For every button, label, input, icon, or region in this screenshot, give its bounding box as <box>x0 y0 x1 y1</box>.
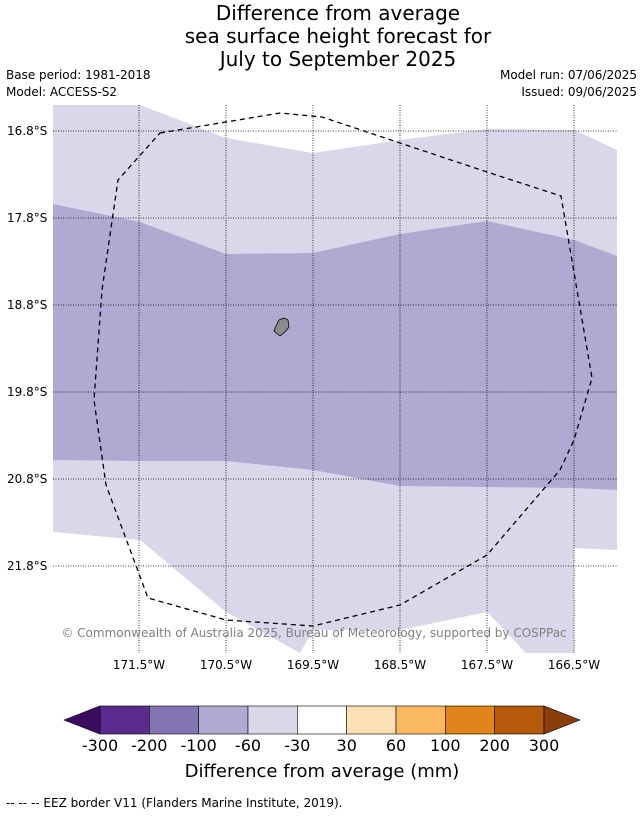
colorbar-ticks: -300 -200 -100 -60 -30 30 60 100 200 300 <box>82 736 559 755</box>
colorbar-block <box>395 705 446 735</box>
eez-footnote: -- -- -- EEZ border V11 (Flanders Marine… <box>6 796 343 810</box>
title-line-3: July to September 2025 <box>219 47 457 71</box>
anomaly-layer <box>53 105 617 653</box>
base-period: Base period: 1981-2018 <box>6 68 151 82</box>
issued-date: Issued: 09/06/2025 <box>521 85 637 99</box>
map-title: Difference from average sea surface heig… <box>0 2 644 71</box>
colorbar-under-arrow <box>63 705 101 735</box>
colorbar-tick: 100 <box>430 736 461 755</box>
colorbar-block <box>99 705 150 735</box>
colorbar-tick: 200 <box>479 736 510 755</box>
colorbar-block <box>445 705 495 735</box>
region-medium-band <box>53 204 617 490</box>
colorbar-block <box>198 705 249 735</box>
colorbar-over-arrow <box>543 705 581 735</box>
model-name: Model: ACCESS-S2 <box>6 85 118 99</box>
lon-label: 169.5°W <box>287 658 339 672</box>
colorbar-tick: 300 <box>529 736 560 755</box>
lon-label: 167.5°W <box>461 658 513 672</box>
colorbar-tick: -300 <box>82 736 118 755</box>
lon-label: 171.5°W <box>113 658 165 672</box>
lon-label: 170.5°W <box>200 658 252 672</box>
lon-label: 168.5°W <box>374 658 426 672</box>
colorbar-block <box>149 705 199 735</box>
colorbar-block <box>346 705 397 735</box>
lat-label: 19.8°S <box>7 385 47 399</box>
title-line-2: sea surface height forecast for <box>184 24 492 48</box>
colorbar-block <box>494 705 545 735</box>
colorbar-blocks <box>99 705 545 735</box>
lon-labels: 171.5°W 170.5°W 169.5°W 168.5°W 167.5°W … <box>113 658 600 672</box>
graticule <box>53 105 617 653</box>
lat-label: 16.8°S <box>7 124 47 138</box>
meta-right: Model run: 07/06/2025 Issued: 09/06/2025 <box>500 67 637 101</box>
lat-label: 21.8°S <box>7 559 47 573</box>
colorbar-tick: -30 <box>284 736 310 755</box>
lat-label: 18.8°S <box>7 298 47 312</box>
colorbar: -300 -200 -100 -60 -30 30 60 100 200 300 <box>63 705 581 755</box>
lat-label: 20.8°S <box>7 472 47 486</box>
colorbar-tick: -60 <box>235 736 261 755</box>
copyright-notice: © Commonwealth of Australia 2025, Bureau… <box>61 626 566 640</box>
colorbar-tick: -200 <box>131 736 167 755</box>
island-shape <box>273 317 290 337</box>
colorbar-label: Difference from average (mm) <box>184 761 460 782</box>
lat-labels: 16.8°S 17.8°S 18.8°S 19.8°S 20.8°S 21.8°… <box>7 124 47 573</box>
colorbar-tick: 30 <box>337 736 357 755</box>
title-line-1: Difference from average <box>215 1 461 25</box>
lat-label: 17.8°S <box>7 211 47 225</box>
lon-label: 166.5°W <box>548 658 600 672</box>
meta-left: Base period: 1981-2018 Model: ACCESS-S2 <box>6 67 151 101</box>
eez-border <box>93 112 593 627</box>
colorbar-block <box>297 705 347 735</box>
colorbar-block <box>247 705 298 735</box>
colorbar-tick: -100 <box>181 736 217 755</box>
map-panel: 16.8°S 17.8°S 18.8°S 19.8°S 20.8°S 21.8°… <box>7 105 617 672</box>
model-run: Model run: 07/06/2025 <box>499 68 637 82</box>
colorbar-tick: 60 <box>386 736 406 755</box>
